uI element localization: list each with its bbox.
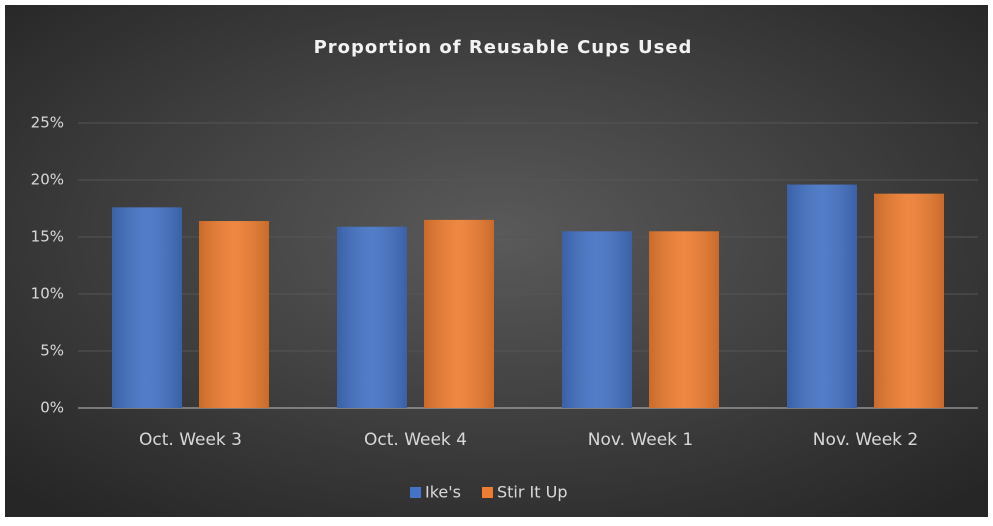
chart-title: Proportion of Reusable Cups Used	[314, 37, 693, 58]
y-tick-label: 10%	[31, 285, 64, 303]
bar-shading	[649, 231, 719, 408]
legend-swatch	[482, 487, 493, 498]
x-tick-label: Oct. Week 4	[364, 430, 467, 450]
bar-shading	[337, 226, 407, 408]
y-tick-label: 5%	[40, 342, 64, 360]
legend-swatch	[410, 487, 421, 498]
legend-label: Stir It Up	[497, 483, 567, 502]
x-tick-label: Oct. Week 3	[139, 430, 242, 450]
y-tick-label: 20%	[31, 171, 64, 189]
legend-label: Ike's	[425, 483, 461, 502]
bar-shading	[112, 207, 182, 408]
bar-shading	[874, 193, 944, 408]
y-tick-label: 25%	[31, 114, 64, 132]
x-tick-label: Nov. Week 2	[813, 430, 918, 450]
bar-shading	[424, 219, 494, 408]
bar-shading	[562, 231, 632, 408]
x-tick-label: Nov. Week 1	[588, 430, 693, 450]
bar-shading	[199, 221, 269, 408]
bar-shading	[787, 184, 857, 408]
y-tick-label: 0%	[40, 399, 64, 417]
y-tick-label: 15%	[31, 228, 64, 246]
